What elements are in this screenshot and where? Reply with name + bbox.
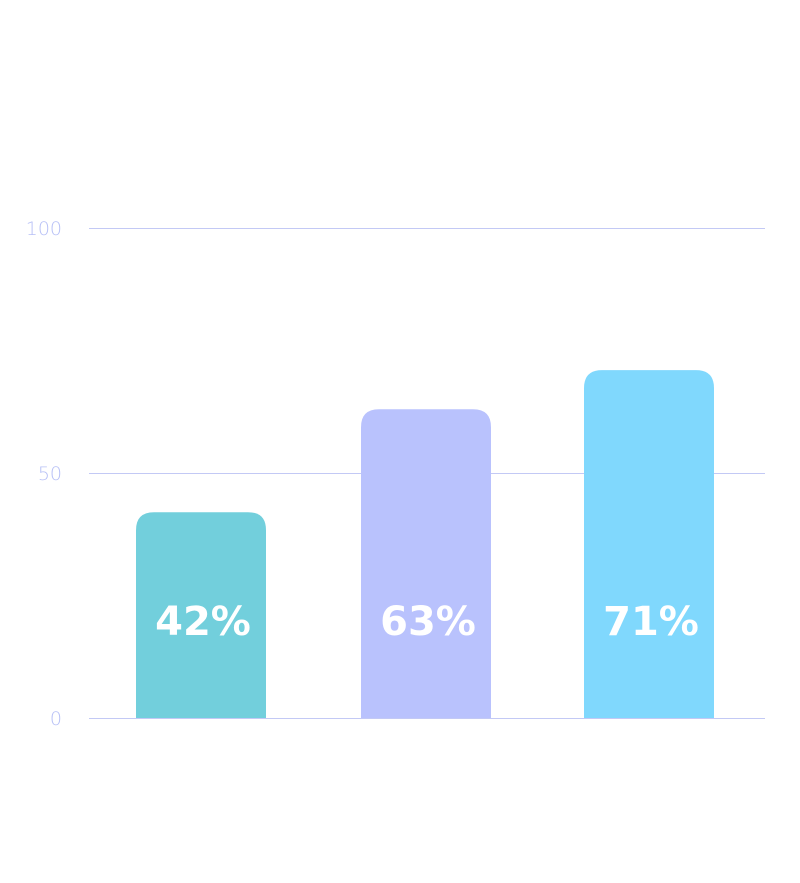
bars: [136, 370, 714, 718]
bar: [584, 370, 714, 718]
bar-value-label: 42%: [155, 599, 251, 645]
y-tick-label: 50: [38, 463, 62, 485]
bar-value-label: 71%: [603, 599, 699, 645]
bar-value-label: 63%: [380, 599, 476, 645]
y-tick-label: 0: [50, 708, 62, 730]
bar: [136, 512, 266, 718]
y-axis-ticks: 0 50 100: [26, 218, 62, 730]
data-labels: 42% 63% 71%: [155, 599, 699, 645]
y-tick-label: 100: [26, 218, 62, 240]
bar: [361, 409, 491, 718]
